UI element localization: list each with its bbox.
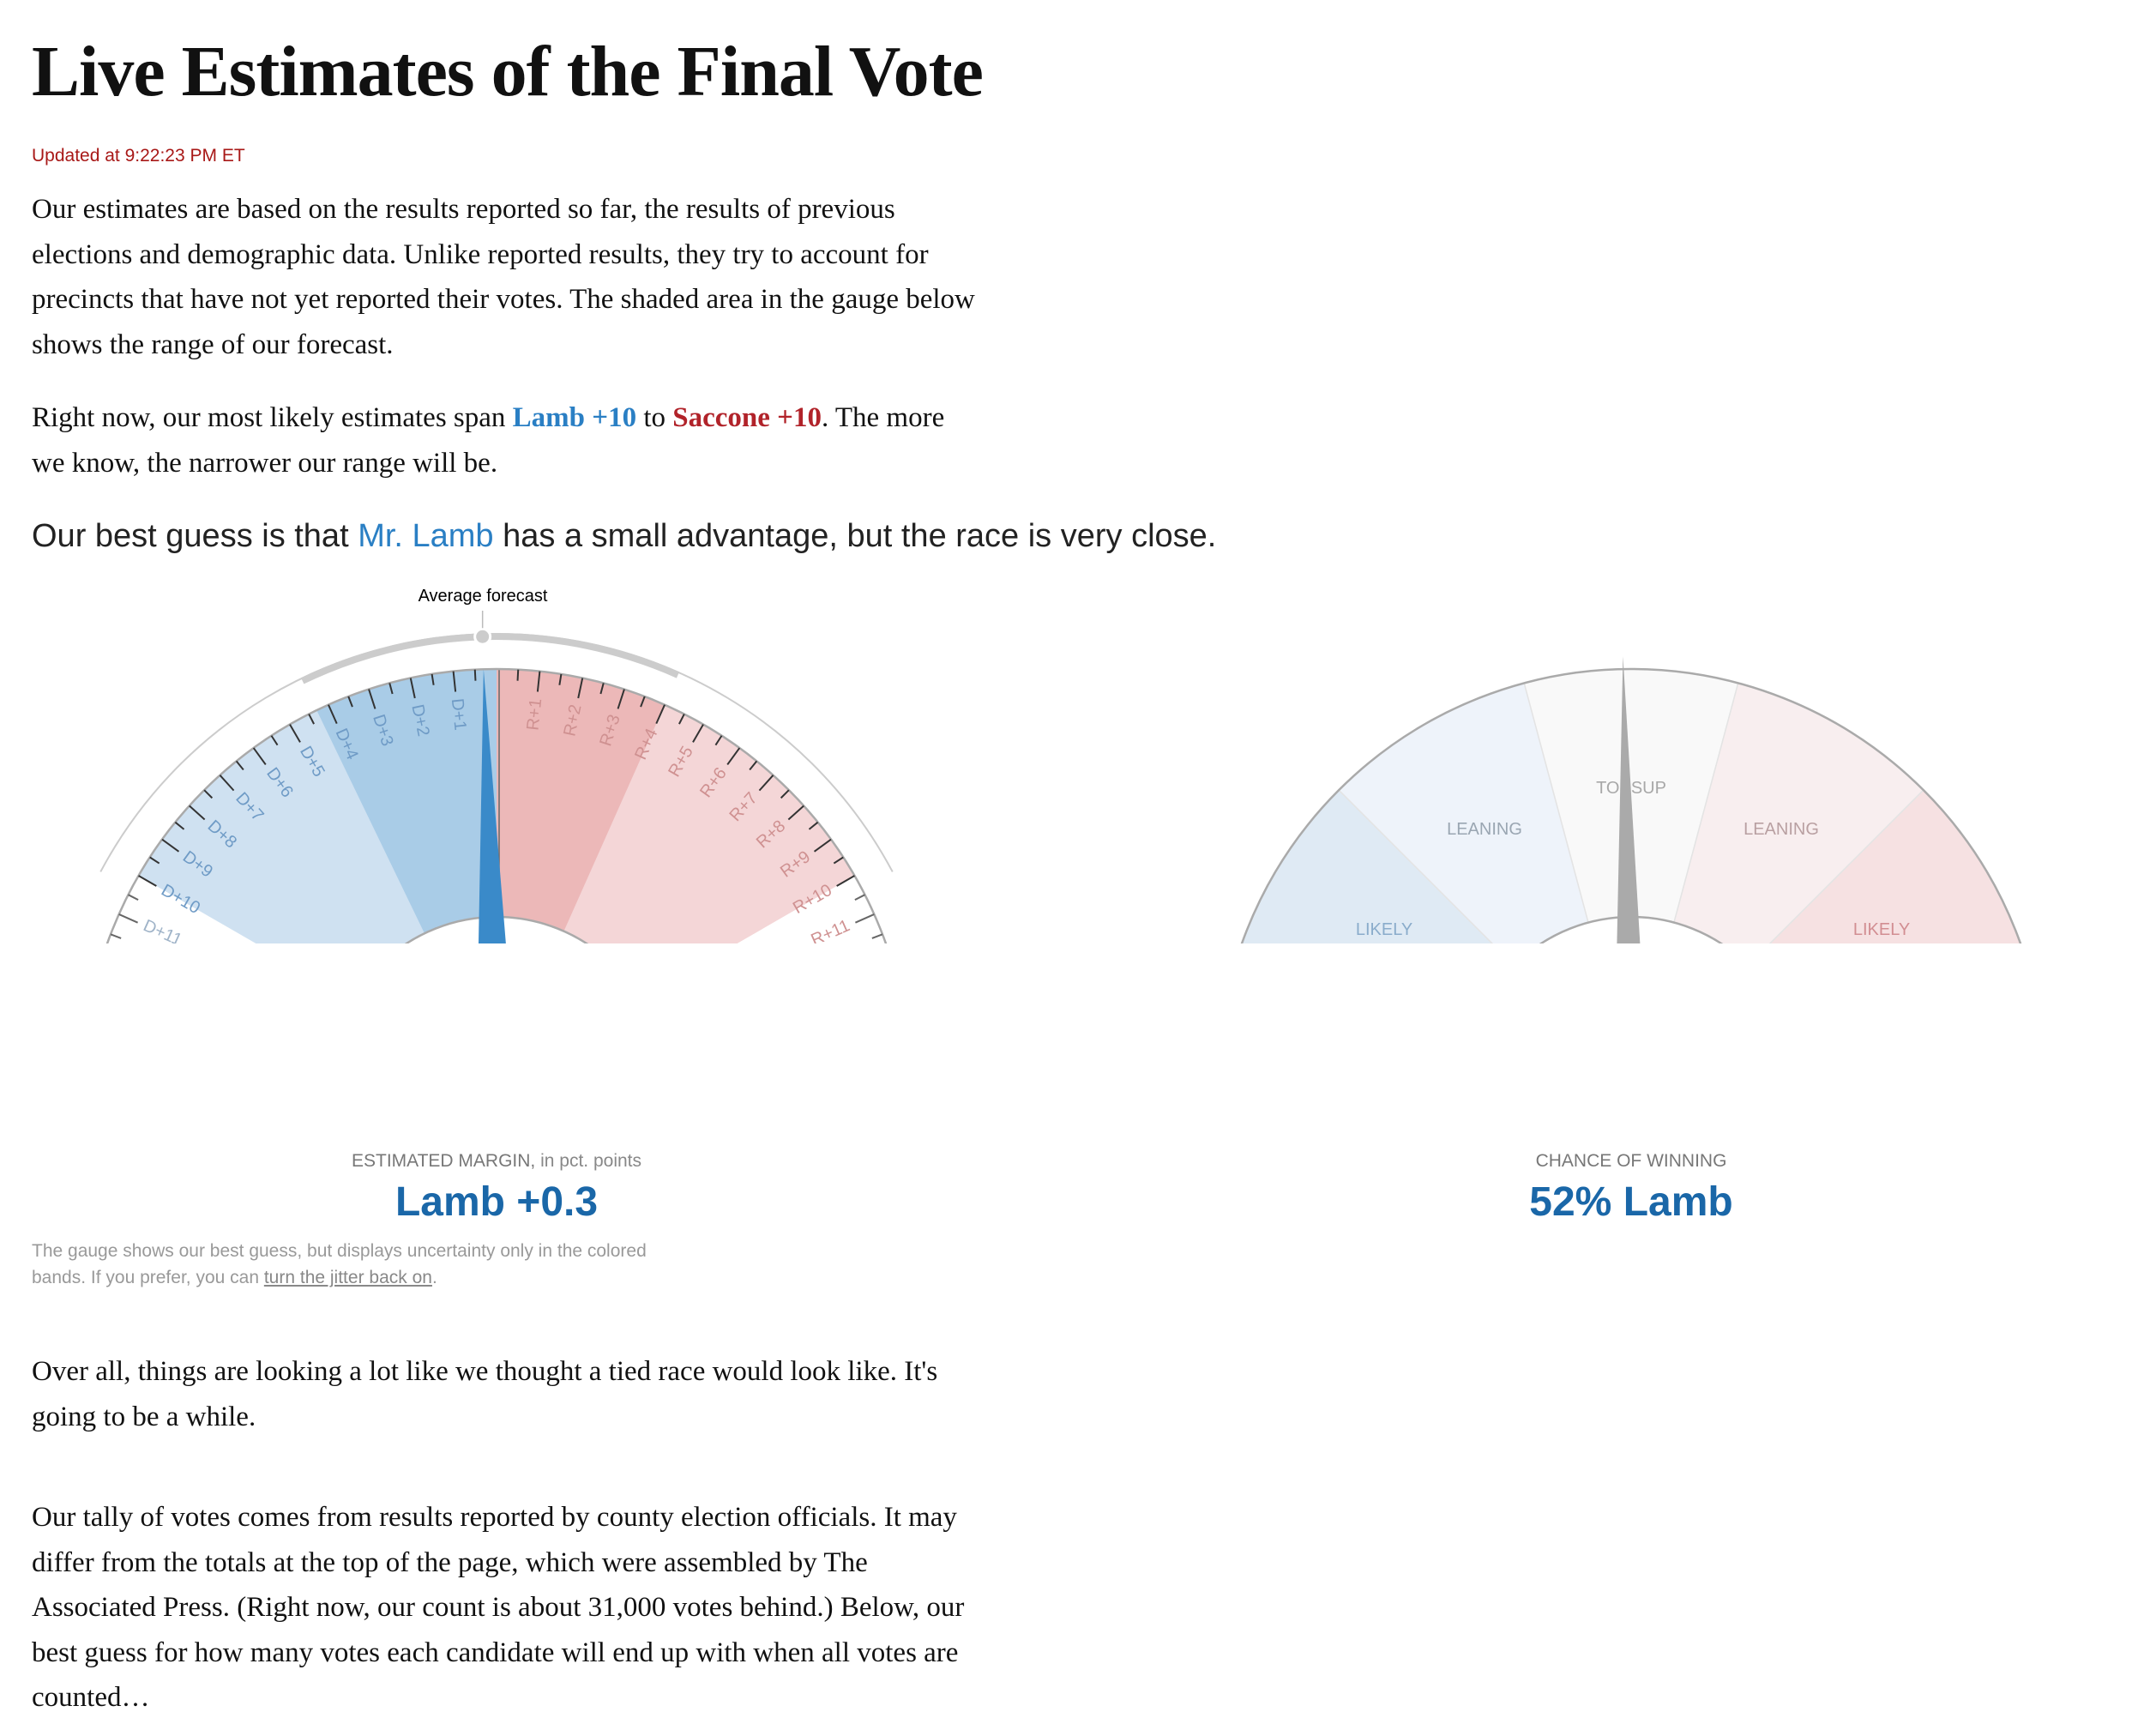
gauge-tick [203, 789, 214, 799]
gauge-tick [235, 760, 244, 771]
gauge-tick [452, 671, 457, 692]
margin-gauge: Average forecast D+1D+2D+3D+4D+5D+6D+7D+… [99, 587, 894, 943]
chance-outline [1240, 667, 2022, 943]
margin-value: Lamb +0.3 [394, 1179, 599, 1225]
gauge-tick [270, 735, 279, 746]
gauge-tick [388, 683, 394, 695]
gauge-tick [128, 894, 139, 901]
gauge-tick [473, 669, 477, 681]
gauge-tick [854, 894, 865, 901]
gauge-tick [655, 704, 665, 725]
lead-candidate: Mr. Lamb [358, 518, 494, 554]
gauge-tick [174, 821, 185, 830]
gauge-tick [787, 805, 804, 821]
gauge-tick [289, 724, 301, 743]
gauge-tick [833, 856, 844, 865]
chance-segment-label: LIKELY [1356, 920, 1412, 939]
chance-segment-label: TOSSUP [1596, 779, 1666, 798]
jitter-toggle-link[interactable]: turn the jitter back on [263, 1268, 432, 1287]
gauge-tick [678, 714, 685, 725]
rep-tick-label: R+1 [523, 697, 545, 731]
gauge-tick [749, 760, 758, 771]
gauge-tick [110, 933, 122, 939]
lamb-range: Lamb +10 [512, 402, 637, 433]
gauge-tick [692, 724, 704, 743]
page-title: Live Estimates of the Final Vote [32, 32, 984, 112]
average-forecast-label: Average forecast [419, 587, 548, 606]
chance-segment-label: LEANING [1744, 820, 1819, 839]
gauge-tick [516, 669, 520, 681]
margin-caption-main: ESTIMATED MARGIN, [351, 1151, 536, 1171]
gauge-tick [138, 875, 157, 887]
note-end: . [431, 1268, 437, 1287]
updated-timestamp: Updated at 9:22:23 PM ET [32, 146, 245, 166]
margin-caption-units: in pct. points [535, 1151, 642, 1171]
best-guess-lead: Our best guess is that Mr. Lamb has a sm… [32, 518, 1216, 555]
gauge-tick [252, 747, 267, 766]
gauge-tick [871, 933, 883, 939]
summary-paragraph: Over all, things are looking a lot like … [32, 1356, 938, 1432]
gauge-tick [149, 856, 160, 865]
gauge-tick [854, 913, 875, 924]
chance-value: 52% Lamb [1529, 1179, 1733, 1225]
gauge-tick [431, 673, 435, 685]
note-text: The gauge shows our best guess, but disp… [32, 1241, 647, 1287]
range-to: to [636, 402, 673, 433]
gauge-tick [536, 671, 541, 692]
gauge-tick [347, 696, 353, 708]
gauge-tick [617, 689, 625, 709]
gauge-tick [219, 775, 235, 792]
chance-gauge: VERY LIKELYLIKELYLEANINGTOSSUPLEANINGLIK… [1240, 656, 2022, 943]
gauge-tick [558, 673, 563, 685]
gauge-tick [118, 913, 139, 924]
gauge-tick [780, 789, 790, 799]
dem-core-band [316, 669, 497, 934]
chance-caption: CHANCE OF WINNING [1535, 1151, 1727, 1171]
gauge-tick [409, 678, 416, 699]
range-text-end: . The more we know, the narrower our ran… [32, 402, 945, 479]
chance-segment-label: LIKELY [1853, 920, 1910, 939]
gauge-tick [599, 683, 605, 695]
range-paragraph: Right now, our most likely estimates spa… [32, 395, 984, 485]
gauge-tick [714, 735, 723, 746]
gauge-tick [189, 805, 206, 821]
gauge-tick [813, 838, 832, 853]
gauge-outline [105, 667, 888, 943]
gauge-tick [368, 689, 376, 709]
tally-paragraph: Our tally of votes comes from results re… [32, 1502, 965, 1713]
gauge-tick [836, 875, 855, 887]
range-text: Right now, our most likely estimates spa… [32, 402, 513, 433]
chance-segment-label: LEANING [1447, 820, 1522, 839]
margin-needle [478, 669, 506, 943]
dem-tick-label: D+11 [141, 916, 185, 943]
gauge-tick [161, 838, 180, 853]
lead-text-end: has a small advantage, but the race is v… [493, 518, 1217, 554]
rep-tick-label: R+11 [808, 916, 852, 943]
gauge-tick [577, 678, 584, 699]
gauge-tick [308, 714, 315, 725]
chance-needle [1617, 656, 1641, 943]
gauge-tick [328, 704, 338, 725]
gauge-tick [640, 696, 646, 708]
margin-caption: ESTIMATED MARGIN, in pct. points [239, 1151, 754, 1172]
gauge-tick [808, 821, 819, 830]
gauge-tick [758, 775, 774, 792]
average-forecast-dot [473, 627, 492, 646]
lead-text: Our best guess is that [32, 518, 358, 554]
gauge-tick [726, 747, 741, 766]
saccone-range: Saccone +10 [672, 402, 822, 433]
dem-tick-label: D+1 [448, 697, 470, 731]
intro-paragraph: Our estimates are based on the results r… [32, 194, 975, 360]
gauge-note: The gauge shows our best guess, but disp… [32, 1238, 666, 1291]
rep-core-band [497, 669, 665, 931]
